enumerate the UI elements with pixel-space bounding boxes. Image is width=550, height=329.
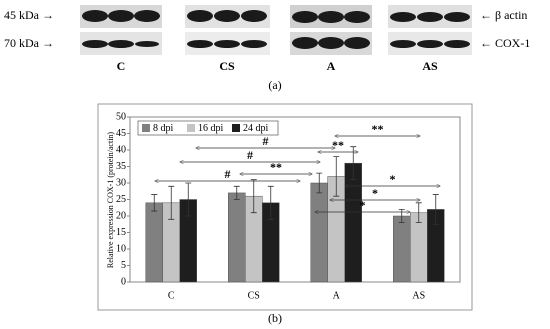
y-tick-label: 30 — [116, 177, 126, 188]
annotation: ** — [372, 122, 384, 136]
error-bar — [415, 202, 422, 223]
annotation: * — [390, 172, 396, 186]
y-tick-label: 35 — [116, 161, 126, 172]
bar — [310, 182, 328, 283]
group-label: A — [327, 59, 336, 73]
caption: (b) — [268, 311, 282, 325]
row-label: 70 kDa → — [4, 36, 54, 50]
y-tick-label: 20 — [116, 210, 126, 221]
y-tick-label: 0 — [121, 276, 126, 287]
legend-swatch — [187, 124, 195, 132]
error-bar — [333, 156, 340, 197]
annotation: # — [247, 148, 253, 162]
bar — [344, 162, 362, 283]
group-label: AS — [422, 59, 438, 73]
y-tick-label: 45 — [116, 128, 126, 139]
annotation: * — [372, 186, 378, 200]
legend-swatch — [232, 124, 240, 132]
row-label: 45 kDa → — [4, 8, 54, 22]
y-tick-label: 40 — [116, 144, 126, 155]
annotation: # — [263, 134, 269, 148]
x-tick-label: C — [168, 290, 175, 301]
bar — [410, 212, 428, 283]
caption: (a) — [268, 78, 281, 92]
bands — [82, 10, 470, 49]
error-bar — [151, 194, 158, 212]
legend-swatch — [142, 124, 150, 132]
annotation: ** — [270, 160, 282, 174]
y-tick-label: 5 — [121, 260, 126, 271]
group-label: C — [117, 59, 126, 73]
x-tick-label: CS — [248, 290, 260, 301]
western-blot: 45 kDa → 70 kDa → ← β actin ← COX-1 C CS… — [4, 5, 530, 92]
error-bar — [432, 194, 439, 225]
y-tick-label: 15 — [116, 227, 126, 238]
y-axis-label: Relative expression COX-1 (protein/actin… — [106, 132, 115, 269]
legend-label: 8 dpi — [153, 123, 174, 134]
error-bar — [316, 172, 323, 194]
protein-label: ← β actin — [480, 8, 527, 22]
error-bar — [233, 185, 240, 200]
error-bar — [168, 185, 175, 220]
bar — [145, 202, 163, 283]
y-tick-label: 10 — [116, 243, 126, 254]
legend-label: 16 dpi — [198, 123, 224, 134]
annotation: # — [225, 167, 231, 181]
chart-frame — [97, 103, 473, 311]
y-tick-label: 25 — [116, 194, 126, 205]
bar — [393, 215, 411, 283]
bar — [228, 192, 246, 283]
annotation: ** — [332, 138, 344, 152]
protein-label: ← COX-1 — [480, 36, 530, 50]
annotation: * — [360, 198, 366, 212]
error-bar — [267, 185, 274, 220]
x-tick-label: AS — [412, 290, 425, 301]
legend-label: 24 dpi — [243, 123, 269, 134]
y-tick-label: 50 — [116, 111, 126, 122]
legend-box — [137, 120, 279, 136]
group-label: CS — [219, 59, 235, 73]
x-tick-label: A — [333, 290, 341, 301]
